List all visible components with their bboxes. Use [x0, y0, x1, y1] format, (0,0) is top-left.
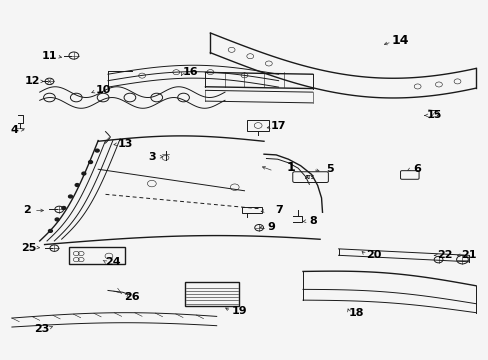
- Bar: [184, 282, 238, 306]
- Text: 5: 5: [325, 164, 333, 174]
- Text: 3: 3: [148, 152, 155, 162]
- Circle shape: [75, 184, 79, 186]
- Text: 10: 10: [95, 85, 111, 95]
- Bar: [242, 207, 261, 213]
- Text: 20: 20: [366, 250, 381, 260]
- Text: 25: 25: [21, 243, 37, 253]
- Circle shape: [68, 195, 72, 198]
- Text: 17: 17: [270, 121, 286, 131]
- Text: 9: 9: [267, 222, 275, 231]
- Text: 15: 15: [426, 111, 442, 121]
- Text: 2: 2: [22, 206, 30, 216]
- Text: 11: 11: [41, 51, 57, 61]
- Text: 4: 4: [10, 125, 18, 135]
- Text: 7: 7: [274, 206, 282, 216]
- Text: 8: 8: [308, 216, 316, 226]
- Text: 12: 12: [24, 76, 40, 86]
- Circle shape: [48, 229, 52, 232]
- Text: ATS: ATS: [305, 175, 315, 180]
- Text: 1: 1: [286, 161, 295, 174]
- Text: 16: 16: [183, 67, 198, 77]
- Text: 14: 14: [391, 33, 408, 47]
- Circle shape: [82, 172, 85, 175]
- Circle shape: [55, 218, 59, 221]
- Text: 13: 13: [117, 139, 132, 149]
- Text: 19: 19: [231, 306, 247, 316]
- Text: 21: 21: [460, 250, 476, 260]
- Circle shape: [61, 207, 65, 210]
- Circle shape: [88, 161, 92, 163]
- Text: 18: 18: [348, 308, 364, 318]
- Bar: [69, 247, 125, 264]
- Text: 23: 23: [34, 324, 50, 334]
- Circle shape: [95, 149, 99, 152]
- Text: 26: 26: [124, 292, 140, 302]
- Text: 22: 22: [436, 250, 451, 260]
- Text: 6: 6: [413, 164, 421, 174]
- Text: 24: 24: [105, 257, 121, 267]
- Bar: [246, 121, 268, 131]
